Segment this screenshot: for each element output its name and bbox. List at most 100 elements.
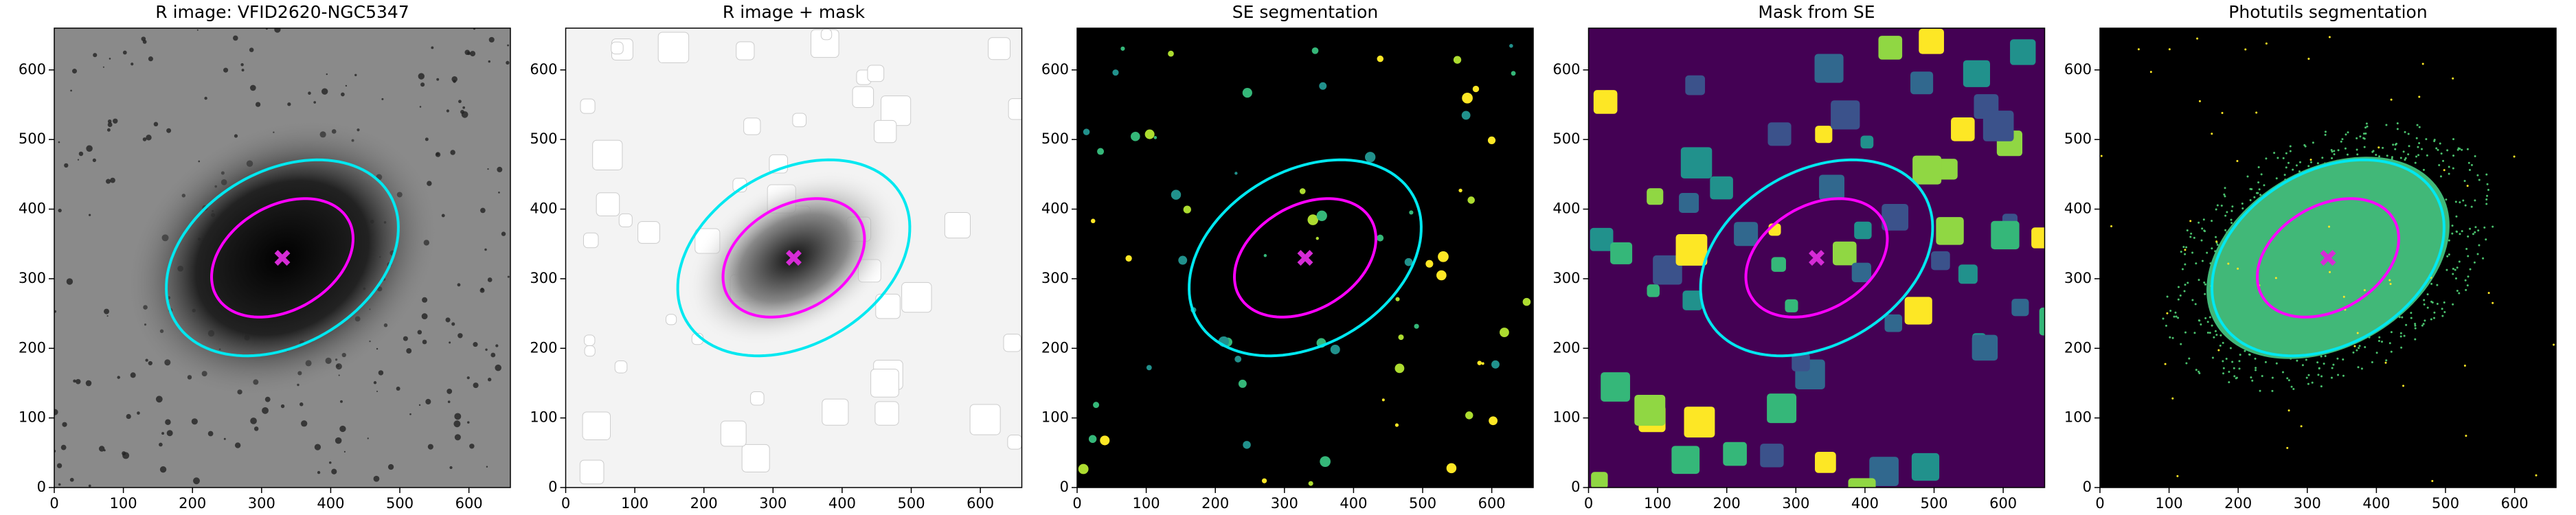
panel-title: Photutils segmentation xyxy=(2228,2,2427,22)
y-tick-label: 100 xyxy=(1552,409,1580,426)
ellipse xyxy=(1188,158,1423,358)
ellipse xyxy=(210,197,355,319)
center-marker xyxy=(1297,250,1313,266)
ellipse xyxy=(676,158,912,358)
y-tick-label: 500 xyxy=(1041,130,1069,147)
panel-title: SE segmentation xyxy=(1232,2,1378,22)
x-tick-label: 500 xyxy=(897,495,925,512)
image xyxy=(54,28,510,488)
x-tick-label: 600 xyxy=(967,495,994,512)
ellipse xyxy=(1699,158,1934,358)
x-tick-label: 0 xyxy=(561,495,570,512)
panel: R image: VFID2620-NGC5347 0 100 200 300 400 50… xyxy=(19,2,511,512)
image xyxy=(1077,28,1533,488)
x-tick-label: 100 xyxy=(621,495,648,512)
axes-frame xyxy=(1588,27,2046,488)
y-tick-label: 100 xyxy=(2064,409,2092,426)
x-tick-label: 0 xyxy=(2095,495,2104,512)
y-tick-label: 100 xyxy=(530,409,557,426)
x-tick-label: 100 xyxy=(1644,495,1671,512)
x-tick-label: 300 xyxy=(248,495,275,512)
y-tick-label: 500 xyxy=(530,130,557,147)
center-marker xyxy=(2320,250,2336,266)
y-tick-label: 200 xyxy=(1552,339,1580,356)
x-tick-label: 600 xyxy=(1478,495,1506,512)
x-tick-label: 0 xyxy=(1072,495,1081,512)
y-tick-label: 0 xyxy=(37,479,46,495)
x-tick-label: 300 xyxy=(1782,495,1809,512)
y-tick-label: 0 xyxy=(1571,479,1580,495)
x-tick-label: 100 xyxy=(1133,495,1160,512)
x-tick-label: 500 xyxy=(1409,495,1436,512)
y-tick-label: 600 xyxy=(19,61,46,78)
x-tick-label: 300 xyxy=(759,495,787,512)
image xyxy=(1588,28,2045,488)
axes-frame xyxy=(2099,27,2557,488)
x-tick-label: 600 xyxy=(2501,495,2529,512)
y-tick-label: 600 xyxy=(2064,61,2092,78)
panel: Mask from SE 0 100 200 300 400 500 600 0 100 200 30… xyxy=(1552,2,2046,512)
axes-frame xyxy=(565,27,1023,488)
y-tick-label: 300 xyxy=(1552,270,1580,286)
x-tick-label: 300 xyxy=(2294,495,2321,512)
x-tick-label: 300 xyxy=(1271,495,1298,512)
y-tick-label: 600 xyxy=(1552,61,1580,78)
panel-title: R image + mask xyxy=(723,2,866,22)
center-marker xyxy=(274,250,291,266)
y-tick-label: 100 xyxy=(19,409,46,426)
image xyxy=(565,28,1022,488)
y-tick-label: 0 xyxy=(1060,479,1069,495)
y-tick-label: 400 xyxy=(2064,201,2092,217)
axes-frame xyxy=(1076,27,1534,488)
x-tick-label: 400 xyxy=(1851,495,1879,512)
panel-title: R image: VFID2620-NGC5347 xyxy=(155,2,409,22)
y-tick-label: 300 xyxy=(530,270,557,286)
y-tick-label: 400 xyxy=(530,201,557,217)
center-marker xyxy=(1809,250,1824,266)
x-tick-label: 400 xyxy=(317,495,344,512)
x-tick-label: 200 xyxy=(1713,495,1741,512)
x-tick-label: 600 xyxy=(1989,495,2017,512)
x-tick-label: 100 xyxy=(110,495,137,512)
x-tick-label: 200 xyxy=(1201,495,1229,512)
y-tick-label: 300 xyxy=(2064,270,2092,286)
ellipse xyxy=(165,158,400,358)
x-tick-label: 600 xyxy=(455,495,483,512)
y-tick-label: 500 xyxy=(2064,130,2092,147)
panel: SE segmentation 0 100 200 300 400 500 600 0 100 20… xyxy=(1041,2,1534,512)
y-tick-label: 300 xyxy=(1041,270,1069,286)
x-tick-label: 400 xyxy=(828,495,856,512)
y-tick-label: 200 xyxy=(530,339,557,356)
y-tick-label: 500 xyxy=(1552,130,1580,147)
y-tick-label: 600 xyxy=(530,61,557,78)
x-tick-label: 0 xyxy=(49,495,58,512)
y-tick-label: 400 xyxy=(1552,201,1580,217)
x-tick-label: 400 xyxy=(1340,495,1367,512)
panel: R image + mask 0 100 200 300 400 500 600 0 100 200… xyxy=(530,2,1023,512)
ellipse xyxy=(2211,158,2445,358)
panel: Photutils segmentation 0 100 200 300 400 500 60… xyxy=(2064,2,2557,512)
y-tick-label: 100 xyxy=(1041,409,1069,426)
x-tick-label: 0 xyxy=(1584,495,1593,512)
y-tick-label: 400 xyxy=(19,201,46,217)
y-tick-label: 400 xyxy=(1041,201,1069,217)
x-tick-label: 200 xyxy=(179,495,206,512)
x-tick-label: 500 xyxy=(386,495,414,512)
x-tick-label: 200 xyxy=(690,495,718,512)
y-tick-label: 300 xyxy=(19,270,46,286)
y-tick-label: 500 xyxy=(19,130,46,147)
y-tick-label: 200 xyxy=(2064,339,2092,356)
ellipse xyxy=(1744,197,1889,319)
ellipse xyxy=(2255,197,2401,319)
x-tick-label: 200 xyxy=(2224,495,2252,512)
ellipse xyxy=(721,197,866,319)
center-marker xyxy=(786,250,802,266)
panel-title: Mask from SE xyxy=(1758,2,1875,22)
axes-frame xyxy=(54,27,511,488)
y-tick-label: 0 xyxy=(548,479,557,495)
y-tick-label: 0 xyxy=(2083,479,2092,495)
y-tick-label: 600 xyxy=(1041,61,1069,78)
image xyxy=(2100,28,2556,488)
